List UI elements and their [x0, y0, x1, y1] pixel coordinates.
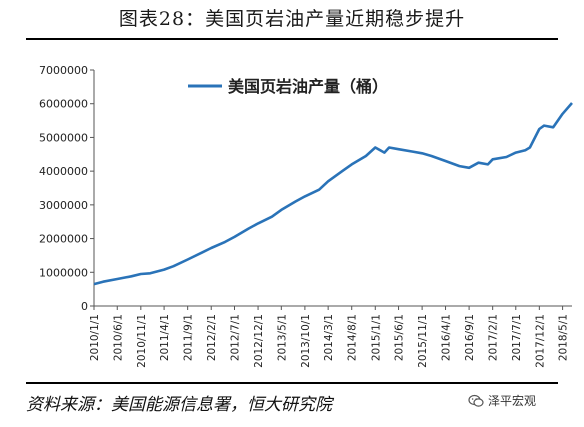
x-tick-label: 2016/9/1 — [464, 314, 476, 361]
x-tick-label: 2012/2/1 — [206, 314, 218, 361]
y-tick-label: 0 — [81, 300, 88, 313]
x-tick-label: 2010/11/1 — [136, 314, 148, 368]
x-tick-label: 2012/7/1 — [229, 314, 241, 361]
x-tick-label: 2013/10/1 — [300, 314, 312, 368]
title-rule — [26, 38, 558, 40]
y-tick-label: 1000000 — [39, 266, 88, 279]
footer-rule — [26, 382, 558, 384]
source-note: 资料来源：美国能源信息署，恒大研究院 — [26, 395, 332, 415]
y-tick-label: 5000000 — [39, 131, 88, 144]
x-tick-label: 2010/1/1 — [89, 314, 101, 361]
x-tick-label: 2015/1/1 — [370, 314, 382, 361]
x-tick-label: 2013/5/1 — [276, 314, 288, 361]
wechat-icon — [468, 394, 484, 407]
x-tick-label: 2012/12/1 — [253, 314, 265, 368]
x-tick-label: 2011/9/1 — [183, 314, 195, 361]
x-tick-label: 2015/11/1 — [417, 314, 429, 368]
y-tick-label: 6000000 — [39, 98, 88, 111]
x-tick-label: 2017/2/1 — [488, 314, 500, 361]
brand-name: 泽平宏观 — [488, 394, 537, 408]
y-tick-label: 4000000 — [39, 165, 88, 178]
y-tick-label: 7000000 — [39, 64, 88, 77]
line-chart: 0 1000000 2000000 3000000 4000000 5000000 6000… — [39, 64, 573, 368]
x-tick-label: 2010/6/1 — [112, 314, 124, 361]
x-tick-label: 2016/4/1 — [441, 314, 453, 361]
chart-title: 图表28：美国页岩油产量近期稳步提升 — [118, 8, 466, 30]
y-tick-label: 3000000 — [39, 199, 88, 212]
x-tick-label: 2017/7/1 — [511, 314, 523, 361]
x-tick-label: 2014/3/1 — [323, 314, 335, 361]
x-tick-label: 2018/5/1 — [558, 314, 570, 361]
x-tick-label: 2011/4/1 — [159, 314, 171, 361]
x-tick-label: 2015/6/1 — [394, 314, 406, 361]
legend-label: 美国页岩油产量（桶） — [228, 77, 388, 96]
x-tick-label: 2014/8/1 — [347, 314, 359, 361]
x-tick-label: 2017/12/1 — [534, 314, 546, 368]
series-line — [93, 102, 573, 286]
y-tick-label: 2000000 — [39, 233, 88, 246]
brand-badge: 泽平宏观 — [468, 392, 536, 409]
